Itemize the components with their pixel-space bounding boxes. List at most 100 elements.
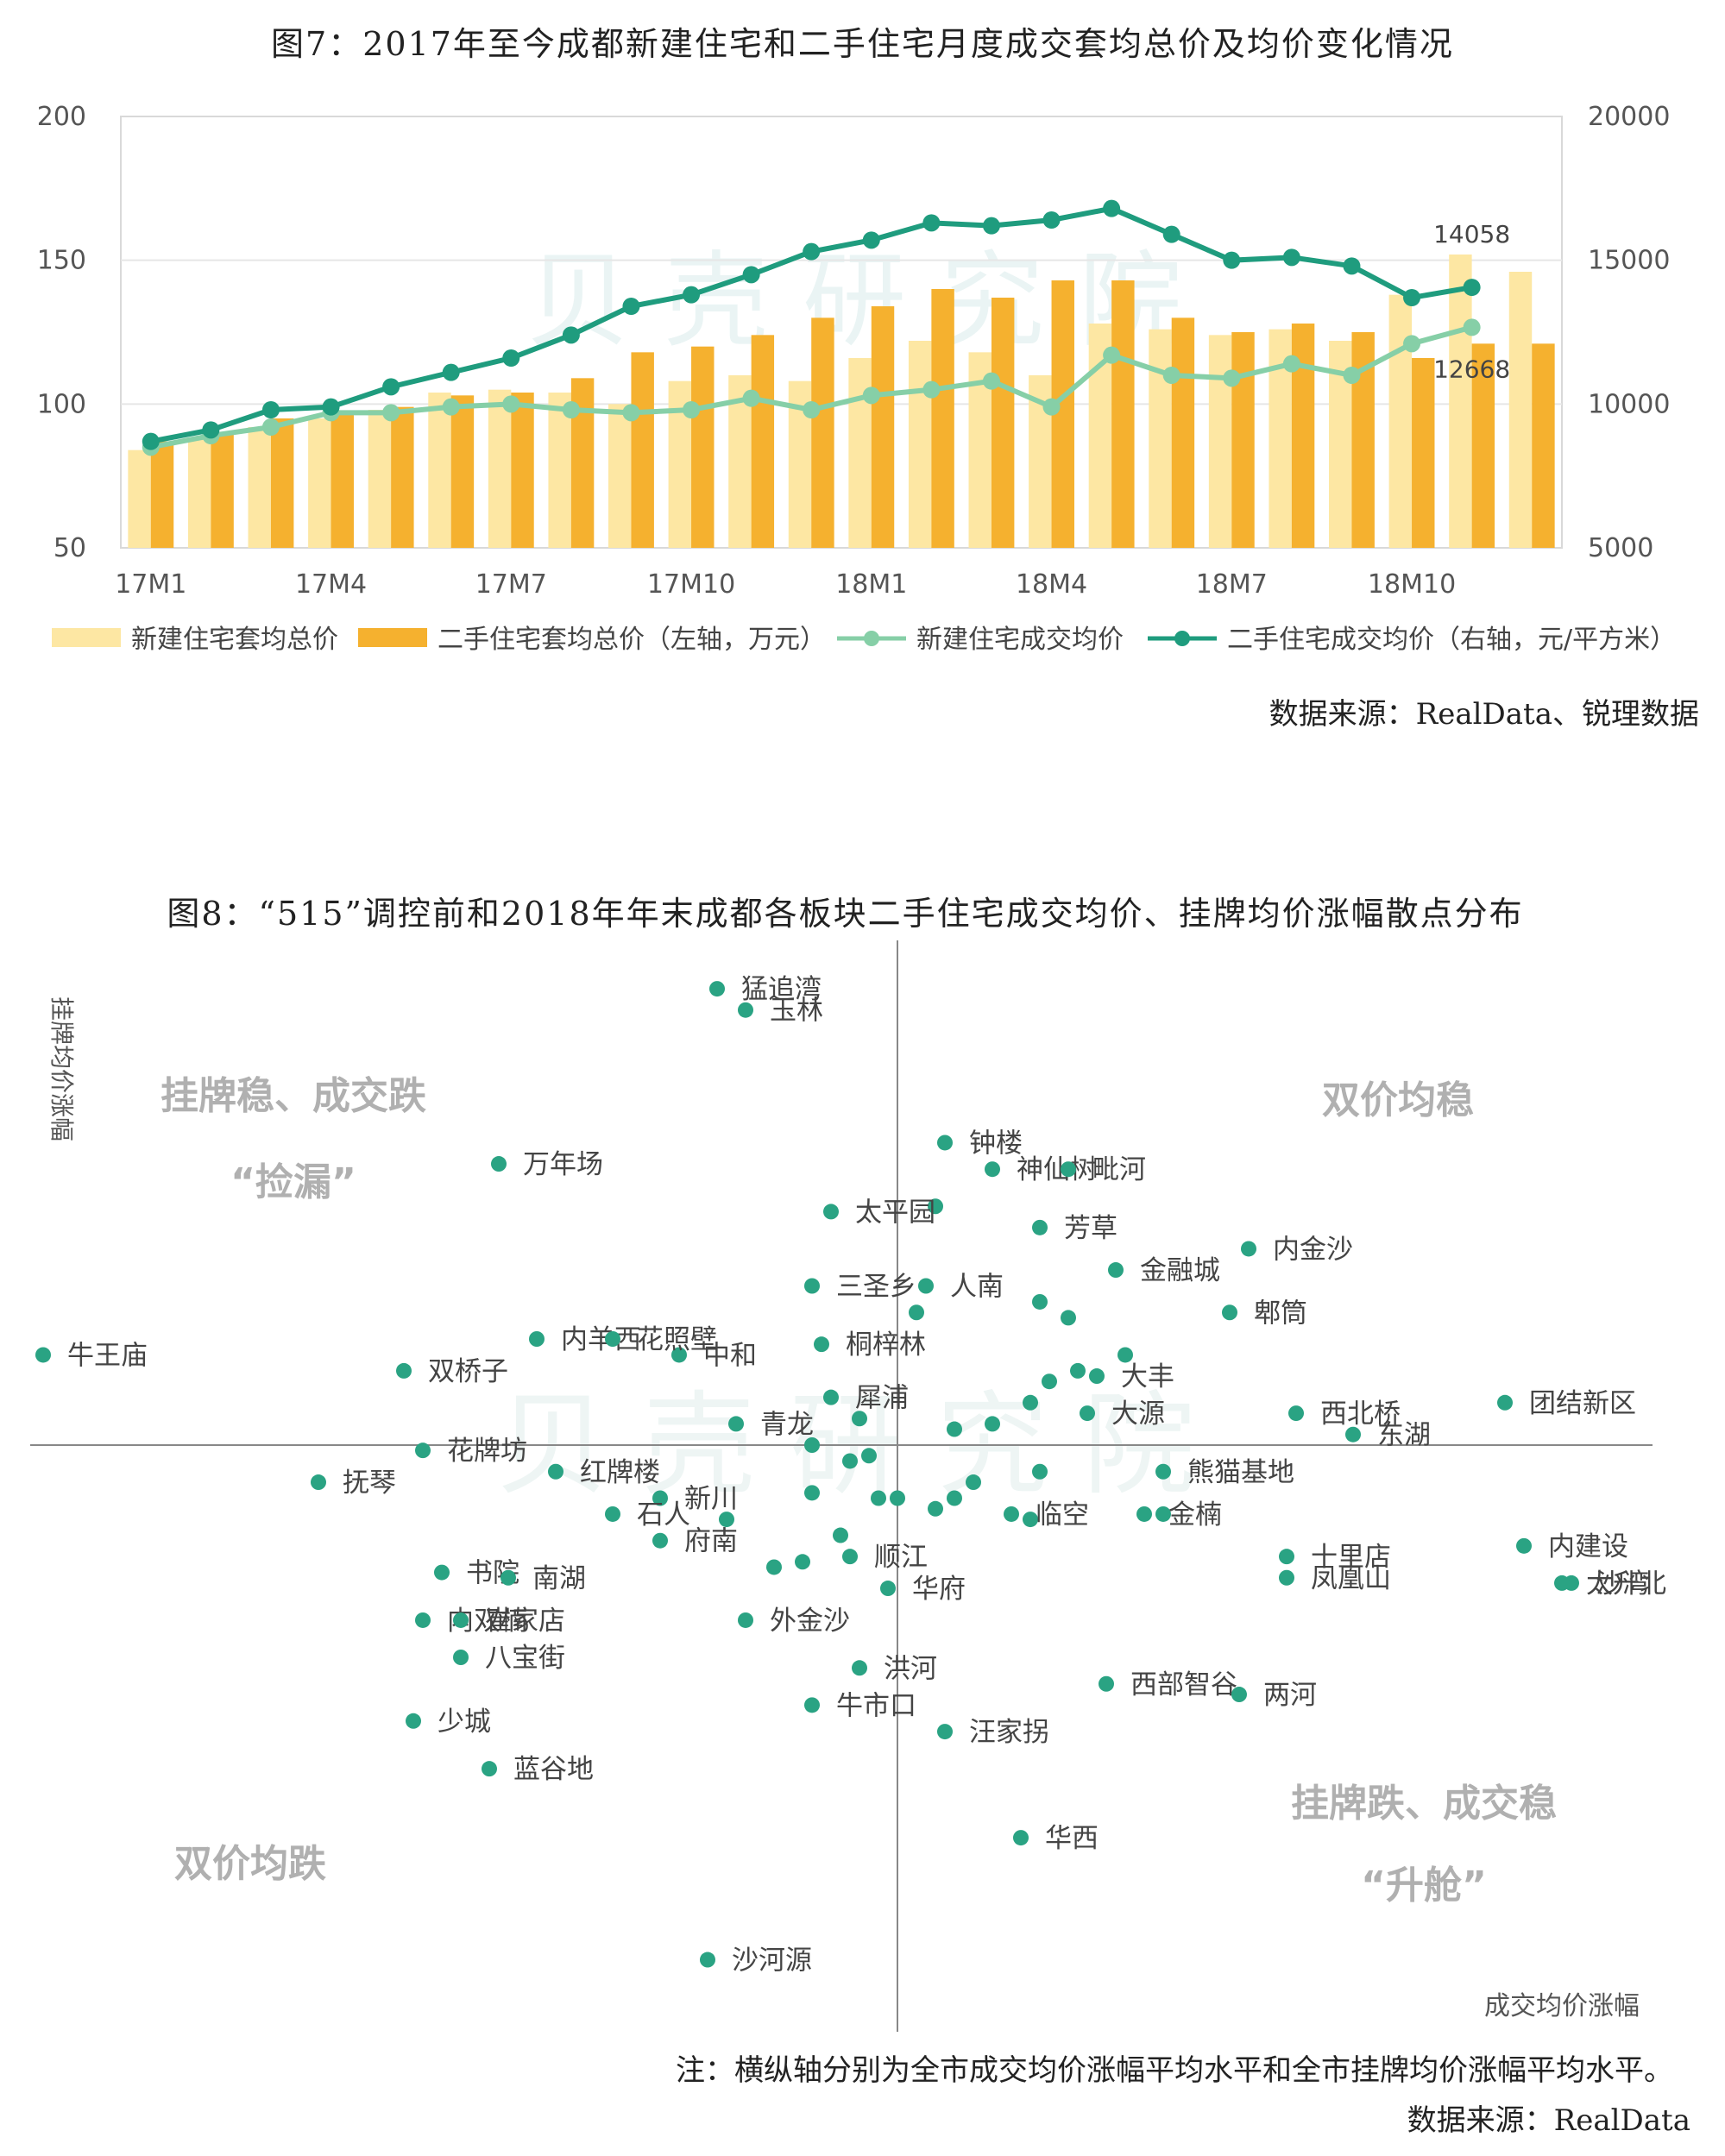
point-label: 汪家拐 <box>969 1717 1049 1748</box>
second-hand-price-point <box>322 398 340 416</box>
bar-new-housing <box>248 427 271 548</box>
scatter-point <box>453 1650 469 1665</box>
point-label: 钟楼 <box>969 1128 1023 1159</box>
second-hand-price-point <box>1403 289 1421 306</box>
scatter-point <box>396 1362 412 1379</box>
new-housing-price-point <box>1223 369 1241 387</box>
y-left-tick-label: 100 <box>37 389 86 419</box>
new-housing-price-point <box>1103 346 1121 364</box>
x-tick-label: 18M1 <box>835 569 907 600</box>
scatter-point <box>1345 1426 1361 1443</box>
legend-marker <box>864 631 879 646</box>
scatter-point <box>415 1443 431 1459</box>
scatter-point <box>1497 1394 1513 1411</box>
scatter-point <box>1004 1505 1019 1522</box>
scatter-point <box>795 1554 810 1570</box>
second-hand-price-point <box>562 326 580 344</box>
new-housing-price-point <box>922 380 941 399</box>
scatter-point <box>1099 1675 1114 1692</box>
legend-label: 二手住宅套均总价（左轴，万元） <box>438 625 826 655</box>
bar-new-housing <box>428 393 451 548</box>
bar-second-hand <box>450 395 475 548</box>
x-tick-label: 17M7 <box>475 569 547 600</box>
legend-label: 二手住宅成交均价（右轴，元/平方米） <box>1227 625 1676 655</box>
scatter-point <box>548 1463 563 1480</box>
scatter-point <box>1108 1262 1124 1279</box>
point-label: 两河 <box>1263 1680 1317 1711</box>
new-housing-price-point <box>1463 318 1481 336</box>
point-label: 崔家店 <box>485 1606 565 1637</box>
scatter-point <box>709 981 725 997</box>
point-label: 临空 <box>1036 1499 1089 1531</box>
scatter-point <box>700 1952 715 1968</box>
scatter-point <box>1013 1830 1029 1846</box>
point-label: 红牌楼 <box>580 1457 660 1488</box>
scatter-point <box>1241 1241 1256 1257</box>
point-label: 内建设 <box>1548 1531 1628 1562</box>
scatter-chart: 贝壳研究院挂牌均价涨幅成交均价涨幅挂牌稳、成交跌“捡漏”双价均稳双价均跌挂牌跌、… <box>30 940 1666 2032</box>
new-housing-price-point <box>1162 367 1180 384</box>
new-housing-price-point <box>1343 367 1361 384</box>
bar-second-hand <box>1231 332 1255 548</box>
scatter-point <box>947 1421 962 1437</box>
point-label: 太升北 <box>1586 1568 1666 1600</box>
scatter-point <box>311 1474 326 1491</box>
bar-new-housing <box>128 449 151 548</box>
scatter-point <box>928 1500 943 1517</box>
quadrant-label: 双价均稳 <box>1322 1078 1474 1122</box>
point-label: 犀浦 <box>855 1383 909 1414</box>
point-label: 双桥子 <box>428 1356 508 1387</box>
legend-label: 新建住宅套均总价 <box>131 625 338 655</box>
scatter-point <box>928 1198 943 1215</box>
scatter-point <box>937 1135 953 1151</box>
new-housing-price-point <box>683 401 701 418</box>
x-tick-label: 18M4 <box>1016 569 1087 600</box>
combo-chart: 贝壳研究院20015010050200001500010000500014058… <box>37 102 1676 655</box>
new-housing-price-point <box>1042 398 1061 416</box>
point-label: 猛追湾 <box>741 974 822 1005</box>
second-hand-price-point <box>1282 248 1300 267</box>
scatter-point <box>501 1569 516 1586</box>
quadrant-label: 挂牌跌、成交稳 <box>1291 1782 1557 1826</box>
point-label: 牛王庙 <box>67 1340 148 1371</box>
point-label: 太平园 <box>855 1197 935 1228</box>
scatter-point <box>1554 1575 1570 1591</box>
point-label: 玉林 <box>770 996 823 1027</box>
quadrant-label: 挂牌稳、成交跌 <box>161 1074 426 1118</box>
second-hand-price-point <box>862 231 880 249</box>
point-label: 新川 <box>684 1484 738 1515</box>
bar-second-hand <box>511 393 534 548</box>
point-label: 洪河 <box>884 1653 937 1684</box>
bar-new-housing <box>368 410 392 548</box>
second-hand-price-point <box>1162 225 1180 243</box>
bar-second-hand <box>1471 343 1495 548</box>
scatter-point <box>890 1490 905 1506</box>
scatter-point <box>823 1204 839 1220</box>
second-hand-price-point <box>742 266 760 284</box>
scatter-point <box>1032 1293 1048 1310</box>
second-hand-price-point <box>683 286 701 304</box>
point-label: 三圣乡 <box>836 1272 916 1303</box>
scatter-point <box>605 1505 620 1522</box>
new-housing-price-point <box>502 395 520 413</box>
point-label: 东湖 <box>1377 1420 1431 1451</box>
bar-second-hand <box>1171 317 1195 548</box>
new-housing-price-point <box>982 372 1000 390</box>
scatter-point <box>918 1278 934 1294</box>
bar-second-hand <box>991 298 1015 548</box>
point-label: 西部智谷 <box>1130 1669 1237 1700</box>
second-hand-price-point <box>803 242 821 261</box>
bar-second-hand <box>691 346 715 548</box>
bar-second-hand <box>871 306 895 548</box>
scatter-point <box>804 1437 820 1453</box>
second-hand-price-point <box>1463 279 1481 297</box>
new-housing-price-point <box>1282 355 1300 373</box>
scatter-point <box>1089 1368 1105 1385</box>
bar-new-housing <box>1508 272 1533 548</box>
bar-second-hand <box>1111 280 1135 548</box>
point-label: 石人 <box>637 1499 690 1531</box>
scatter-point <box>1023 1512 1038 1528</box>
point-label: 沙湾 <box>1596 1568 1649 1600</box>
bar-new-housing <box>548 393 571 548</box>
scatter-point <box>652 1532 668 1549</box>
